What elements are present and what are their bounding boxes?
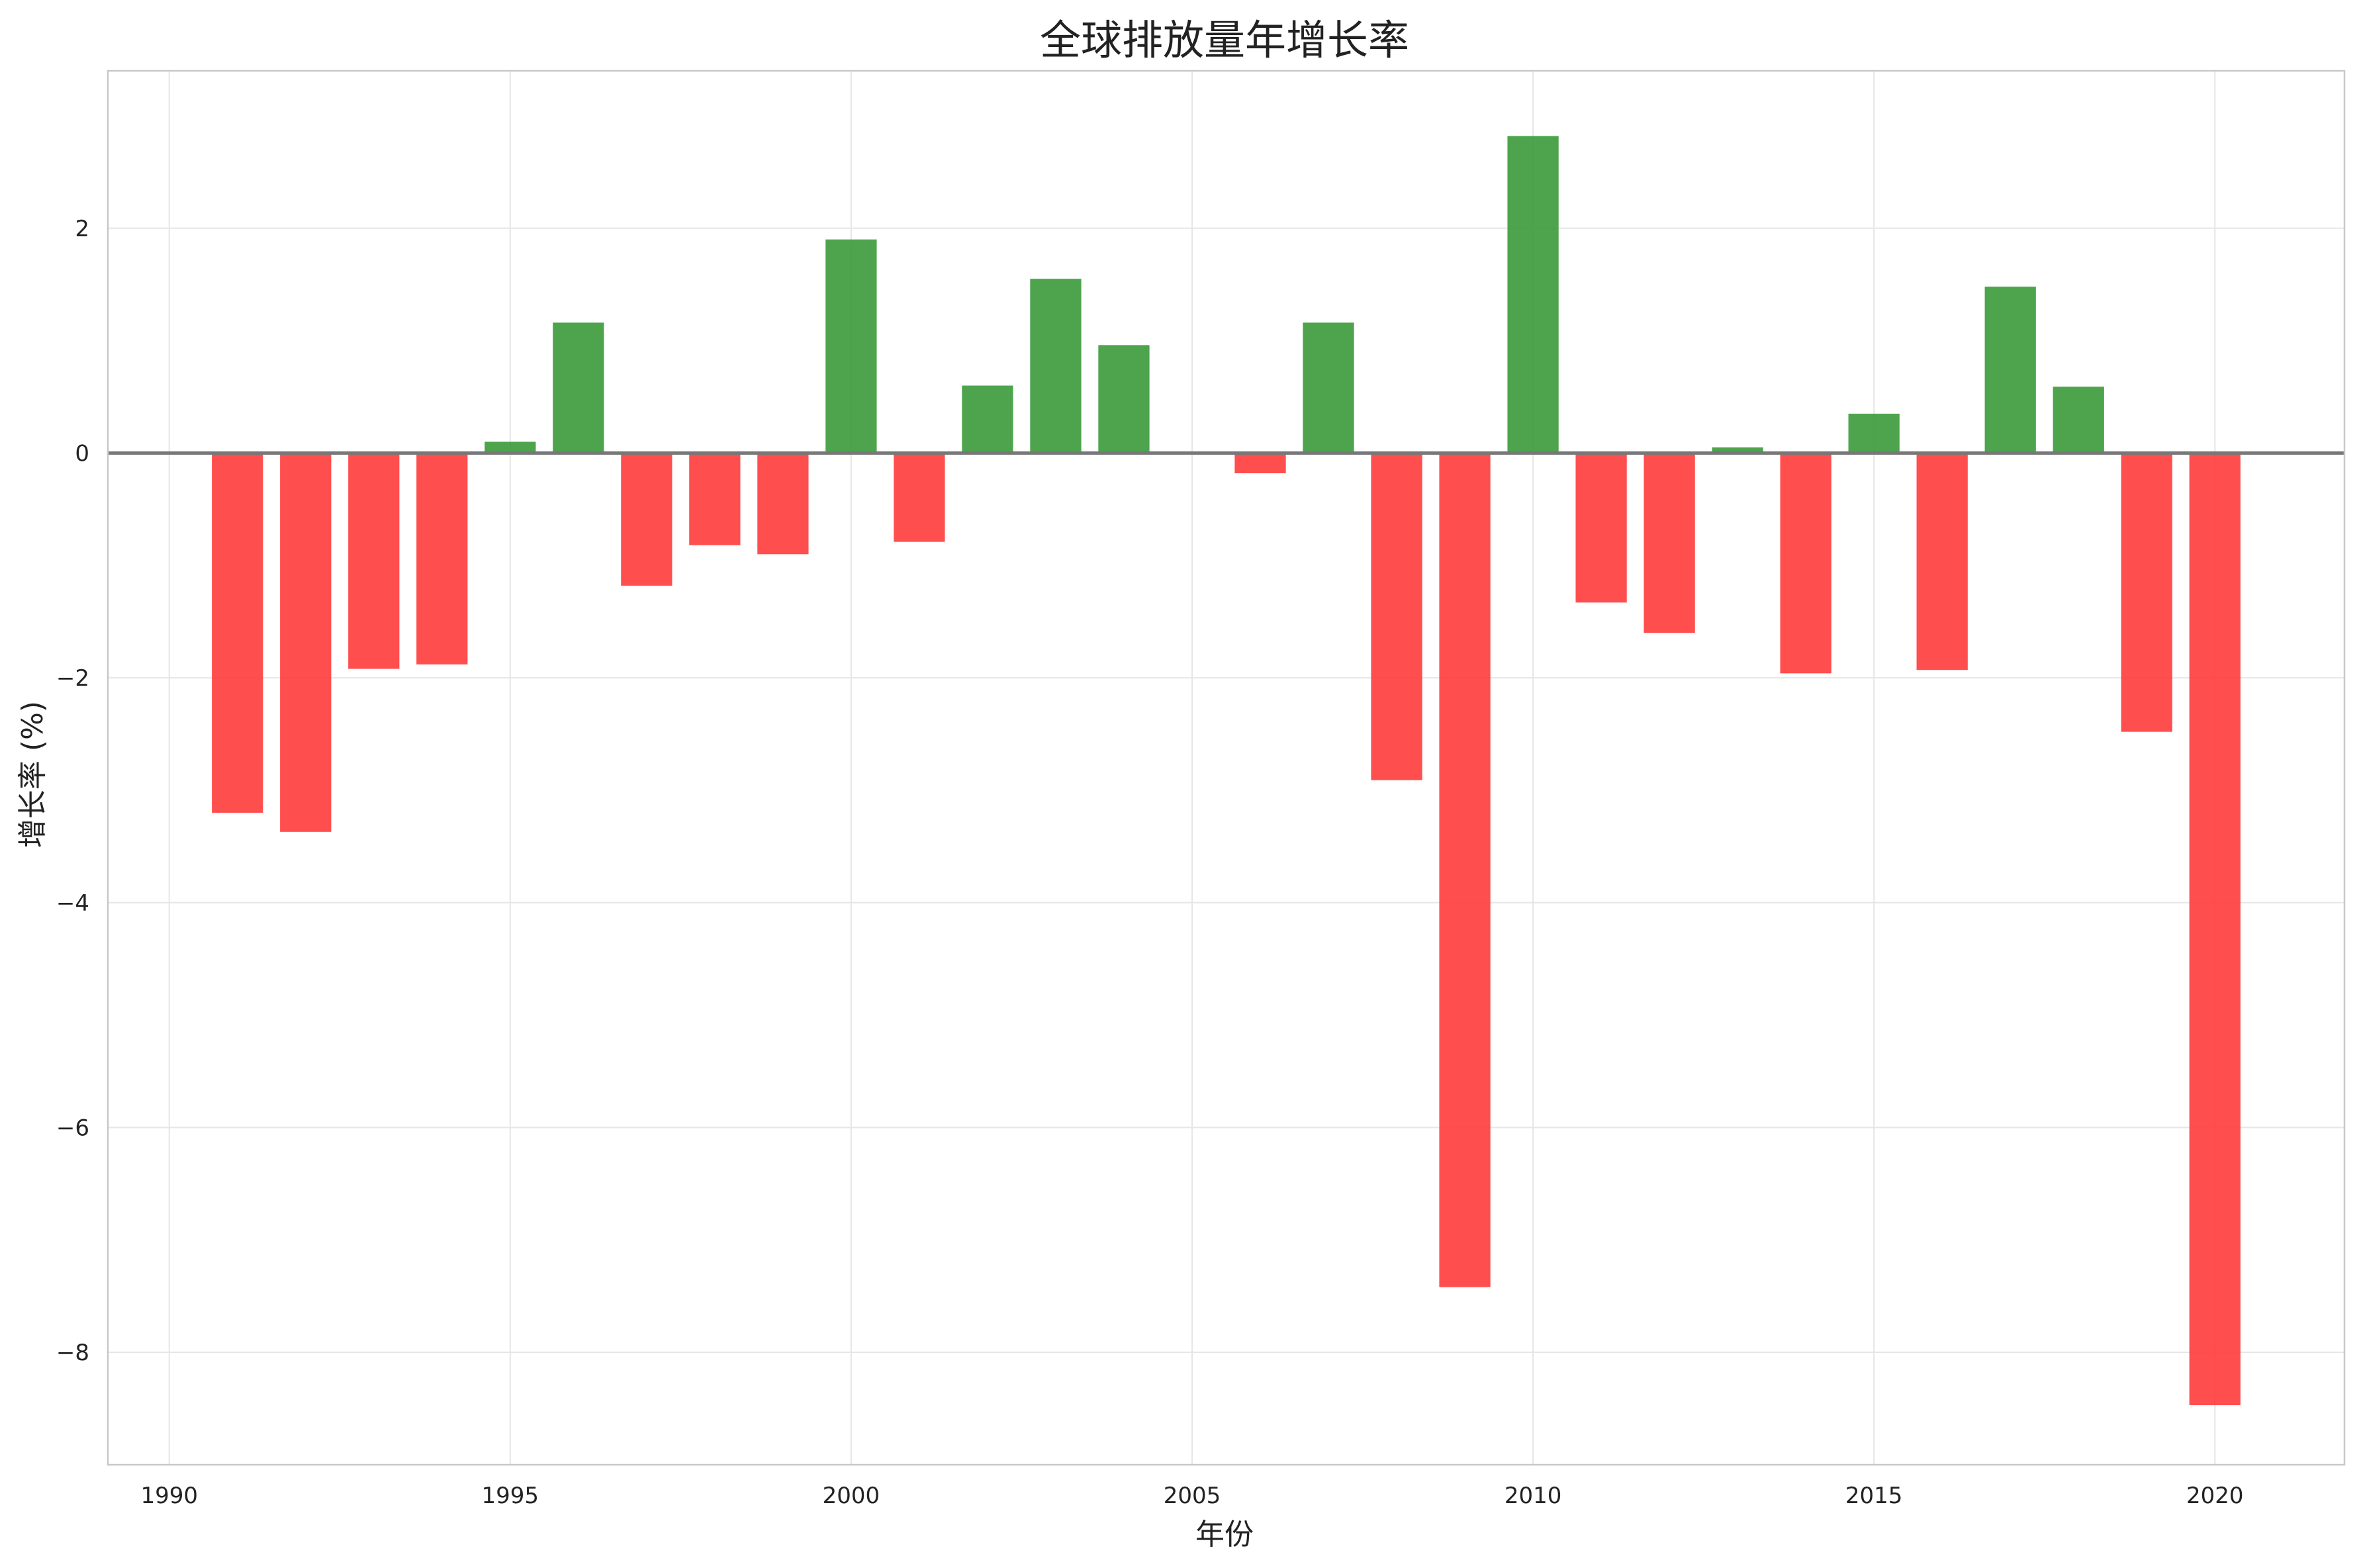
bar-2004 bbox=[1098, 345, 1150, 453]
bar-2003 bbox=[1030, 279, 1082, 453]
bar-2010 bbox=[1507, 136, 1559, 453]
x-tick-label: 2010 bbox=[1505, 1483, 1562, 1509]
x-tick-label: 1995 bbox=[482, 1483, 539, 1509]
bar-2001 bbox=[894, 453, 945, 542]
bar-2012 bbox=[1643, 453, 1695, 633]
bar-2009 bbox=[1439, 453, 1491, 1287]
x-tick-label: 2015 bbox=[1845, 1483, 1903, 1509]
y-tick-label: −8 bbox=[56, 1340, 89, 1366]
bar-1998 bbox=[689, 453, 741, 545]
bars-layer bbox=[212, 136, 2241, 1405]
x-tick-label: 2005 bbox=[1164, 1483, 1221, 1509]
x-tick-label: 1990 bbox=[140, 1483, 198, 1509]
bar-2014 bbox=[1780, 453, 1831, 674]
plot-border bbox=[107, 69, 2346, 1466]
bar-1997 bbox=[621, 453, 672, 586]
y-tick-label: 0 bbox=[75, 440, 89, 467]
bar-2006 bbox=[1234, 453, 1286, 474]
bar-1993 bbox=[348, 453, 400, 669]
bar-2000 bbox=[825, 239, 877, 453]
bar-2017 bbox=[1984, 287, 2036, 453]
bar-2007 bbox=[1303, 322, 1354, 453]
bar-1996 bbox=[553, 322, 604, 453]
x-tick-label: 2000 bbox=[823, 1483, 880, 1509]
bar-2019 bbox=[2121, 453, 2172, 732]
bar-2016 bbox=[1916, 453, 1968, 670]
y-tick-label: −2 bbox=[56, 665, 89, 692]
bar-2013 bbox=[1712, 447, 1763, 453]
x-axis-title: 年份 bbox=[1195, 1518, 1254, 1551]
bar-2020 bbox=[2189, 453, 2241, 1405]
bar-2015 bbox=[1848, 414, 1900, 453]
bar-2008 bbox=[1371, 453, 1422, 780]
tick-labels: 1990 1995 2000 2005 2010 2015 2020 −8 −6 −4 −2 0 2 bbox=[56, 216, 2244, 1509]
bar-1995 bbox=[485, 441, 536, 453]
y-tick-label: 2 bbox=[75, 216, 89, 242]
bar-1992 bbox=[280, 453, 332, 832]
chart-title: 全球排放量年增长率 bbox=[1040, 16, 1409, 64]
bar-2018 bbox=[2053, 387, 2104, 453]
grid-layer bbox=[108, 71, 2344, 1465]
bar-1991 bbox=[212, 453, 263, 813]
y-tick-label: −6 bbox=[56, 1115, 89, 1141]
bar-2002 bbox=[962, 385, 1013, 453]
x-tick-label: 2020 bbox=[2186, 1483, 2244, 1509]
bar-2011 bbox=[1575, 453, 1627, 603]
plot-frame bbox=[107, 69, 2346, 1466]
bar-1994 bbox=[416, 453, 468, 665]
y-axis-title: 增长率 (%) bbox=[16, 701, 50, 848]
bar-1999 bbox=[757, 453, 809, 555]
y-tick-label: −4 bbox=[56, 890, 89, 917]
